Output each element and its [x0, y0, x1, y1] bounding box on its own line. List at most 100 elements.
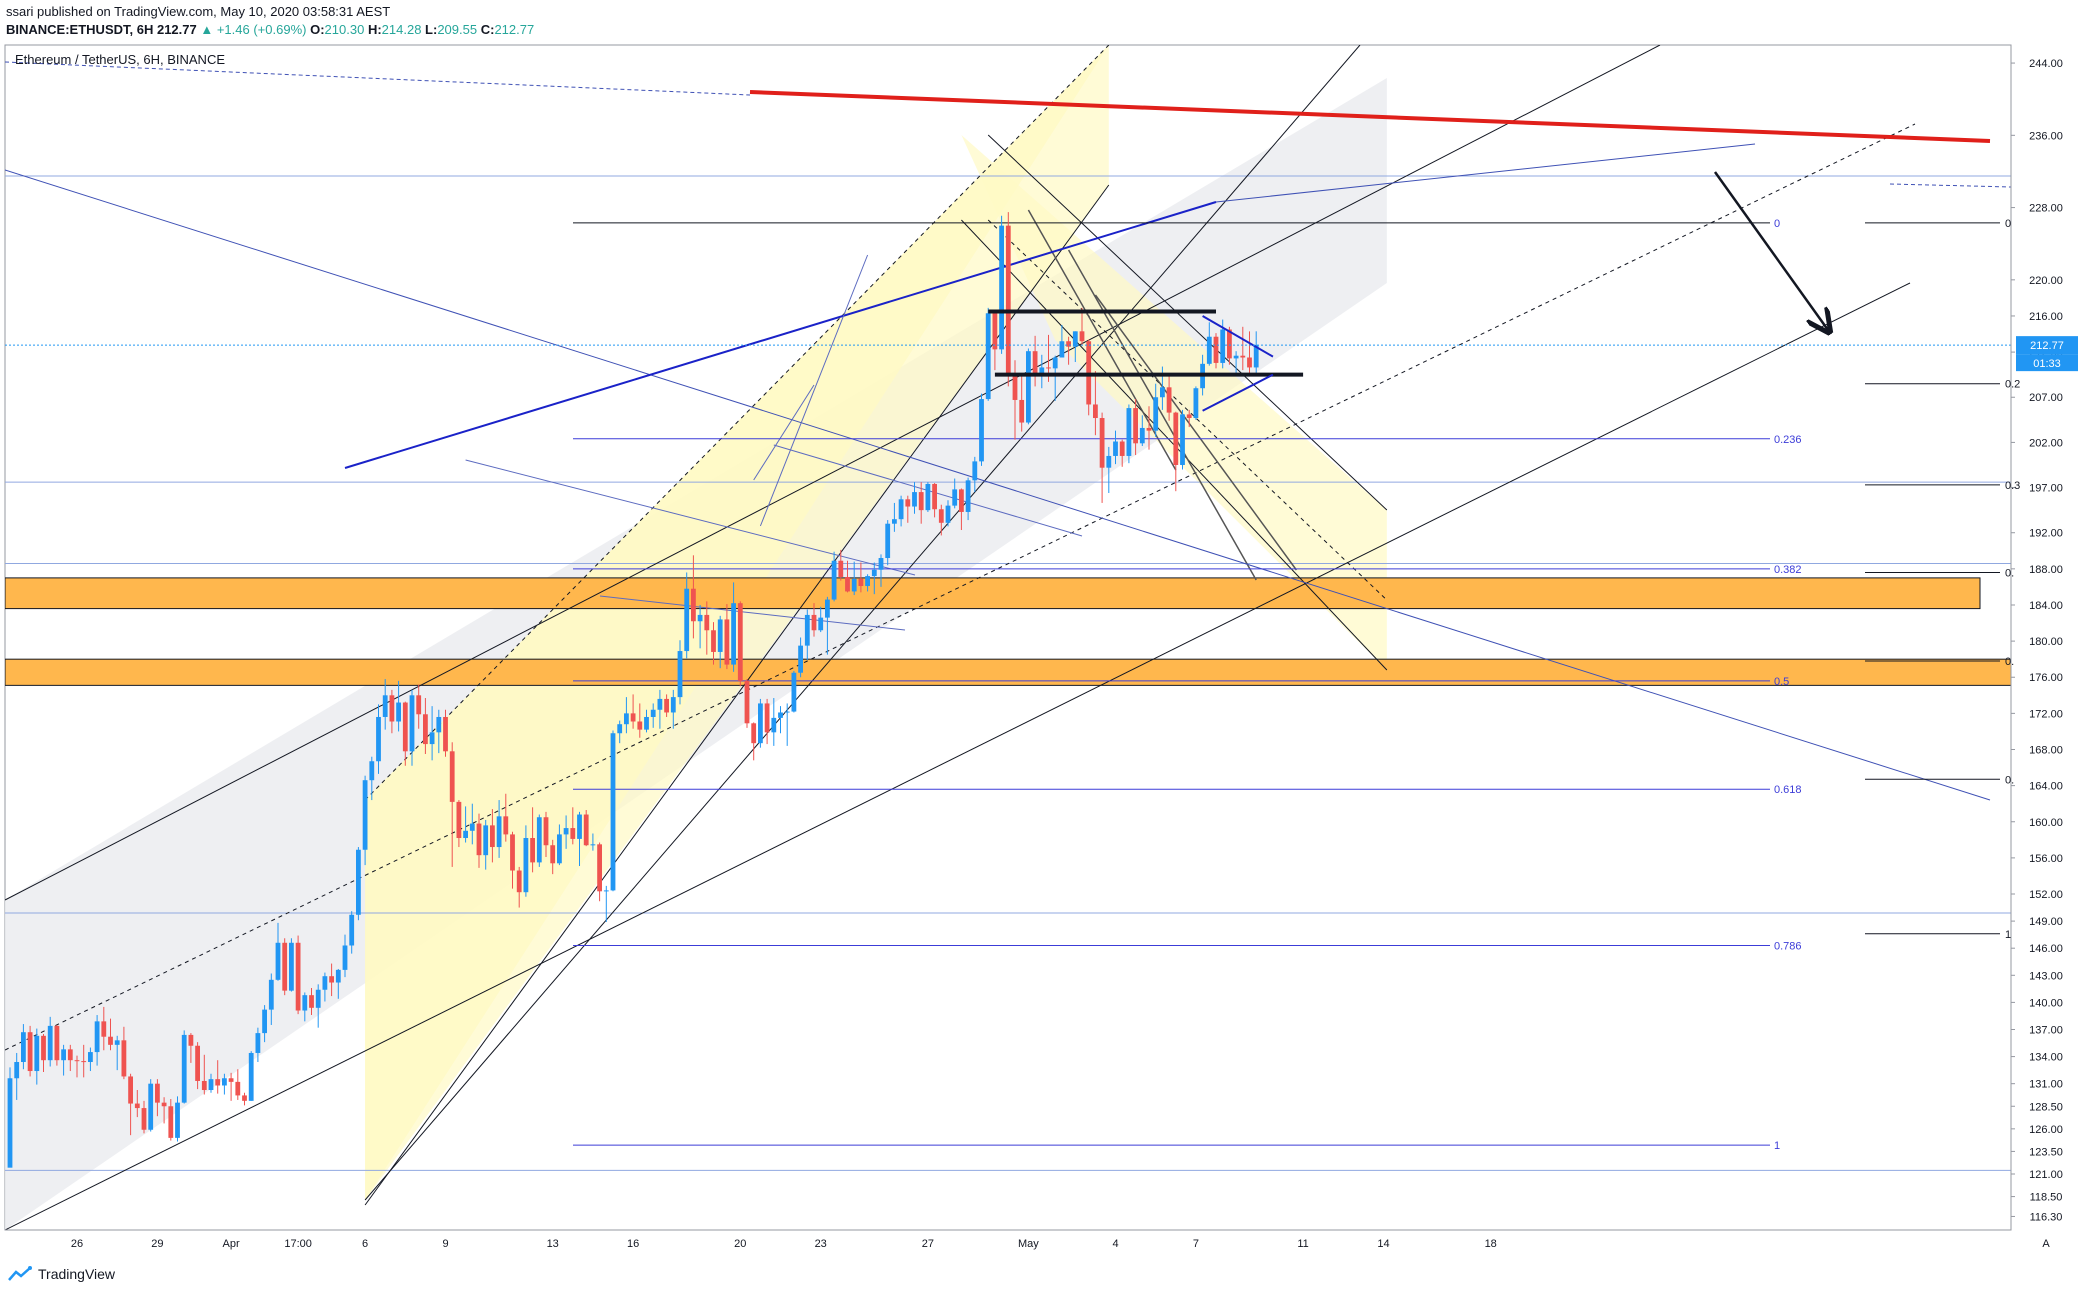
candle-body — [108, 1036, 113, 1045]
y-tick-label: 121.00 — [2029, 1169, 2063, 1181]
candle-body — [871, 569, 877, 577]
candle-body — [557, 834, 562, 864]
candle-body — [1220, 329, 1226, 363]
candle-body — [41, 1035, 46, 1061]
candle-body — [731, 603, 736, 665]
candle-body — [959, 489, 964, 512]
candle-body — [932, 483, 937, 510]
y-tick-label: 220.00 — [2029, 275, 2063, 287]
time-axis[interactable]: 26 29 Apr 17:00 6 9 13 16 20 23 27 May 4 7 11 14 18 A — [5, 1229, 2050, 1250]
chart-title: Ethereum / TetherUS, 6H, BINANCE — [15, 52, 225, 67]
y-tick-label: 118.50 — [2030, 1192, 2063, 1204]
candle-body — [697, 614, 703, 622]
channel-median — [5, 123, 1916, 1051]
candle-body — [1052, 357, 1058, 369]
x-tick-label: 6 — [362, 1238, 368, 1250]
candle-body — [764, 703, 770, 733]
x-tick-label: 20 — [734, 1238, 746, 1250]
rising-wedge-upper-ext — [1215, 143, 1756, 203]
channel-upper — [5, 45, 1661, 901]
candle-body — [389, 695, 395, 722]
candle-body — [81, 1061, 87, 1063]
candle-body — [322, 976, 328, 990]
candle-body — [1106, 455, 1112, 468]
candle-body — [1019, 399, 1025, 423]
candle-body — [155, 1083, 160, 1103]
y-tick-label: 149.00 — [2029, 916, 2063, 928]
candle-body — [818, 617, 824, 631]
tradingview-logo[interactable]: TradingView — [8, 1266, 115, 1282]
candle-body — [965, 480, 971, 512]
candle-body — [483, 825, 489, 856]
steep-channel-right — [364, 184, 1110, 1206]
candle-body — [1233, 355, 1239, 359]
right-fib-label-3: 0. — [2005, 567, 2014, 579]
y-tick-label: 168.00 — [2029, 744, 2063, 756]
candle-body — [443, 716, 448, 752]
pennant-bottom — [1202, 373, 1274, 412]
candle-body — [181, 1034, 187, 1103]
pennant-top — [1202, 315, 1274, 358]
candle-body — [778, 712, 783, 718]
x-tick-label: 14 — [1377, 1238, 1389, 1250]
channel-lower — [5, 282, 1911, 1230]
auto-scale-button: A — [2042, 1238, 2050, 1250]
right-fib-label-5: 0. — [2005, 774, 2014, 786]
x-tick-label: 18 — [1485, 1238, 1497, 1250]
candle-body — [536, 817, 542, 863]
y-tick-label: 176.00 — [2029, 672, 2063, 684]
y-tick-label: 192.00 — [2029, 528, 2063, 540]
candle-body — [1139, 427, 1145, 444]
spike-line-3 — [753, 384, 815, 481]
right-fib-label-2: 0.3 — [2005, 480, 2020, 492]
candle-body — [724, 619, 730, 665]
candle-body — [201, 1080, 207, 1091]
candle-body — [1072, 331, 1078, 347]
candle-body — [771, 717, 777, 733]
chart-header: ssari published on TradingView.com, May … — [0, 0, 2081, 42]
fib-label-0: 0 — [1774, 218, 1780, 230]
candle-body — [54, 1025, 60, 1061]
candle-body — [1066, 341, 1071, 347]
candle-body — [865, 576, 870, 587]
candle-body — [1186, 414, 1192, 419]
candle-body — [429, 732, 435, 745]
candle-body — [476, 823, 482, 856]
candle-body — [1046, 367, 1051, 369]
x-tick-label: 23 — [815, 1238, 827, 1250]
candle-body — [1173, 412, 1179, 465]
y-tick-label: 236.00 — [2029, 130, 2063, 142]
last-price-text: 212.77 — [156, 22, 197, 37]
price-chart[interactable]: Ethereum / TetherUS, 6H, BINANCE 244.00 2… — [0, 40, 2081, 1262]
y-tick-label: 156.00 — [2029, 853, 2063, 865]
candle-body — [905, 499, 911, 507]
y-tick-label: 180.00 — [2029, 636, 2063, 648]
dashed-trendline — [5, 61, 751, 96]
candle-body — [577, 814, 582, 839]
price-axis[interactable]: 244.00236.00228.00220.00216.00212.00207.… — [2010, 45, 2063, 1230]
candle-body — [985, 313, 991, 400]
candle-body — [851, 578, 857, 592]
candle-body — [791, 672, 797, 712]
fib-label-0.382: 0.382 — [1774, 564, 1802, 576]
candle-body — [838, 560, 844, 577]
candle-body — [503, 816, 509, 835]
open-value: 210.30 — [324, 22, 365, 37]
candle-body — [382, 695, 388, 717]
y-tick-label: 126.00 — [2029, 1124, 2063, 1136]
candle-body — [94, 1021, 100, 1053]
candle-body — [242, 1095, 247, 1101]
fib-label-0.618: 0.618 — [1774, 784, 1802, 796]
candle-body — [255, 1033, 261, 1053]
candle-body — [47, 1025, 53, 1061]
y-tick-label: 131.00 — [2029, 1079, 2063, 1091]
candle-body — [396, 702, 401, 722]
candle-body — [1166, 387, 1172, 413]
candle-body — [624, 713, 629, 725]
candle-body — [630, 713, 636, 722]
fib-label-0.786: 0.786 — [1774, 940, 1802, 952]
y-tick-label: 152.00 — [2029, 889, 2063, 901]
y-tick-label: 160.00 — [2029, 817, 2063, 829]
candle-body — [74, 1060, 80, 1062]
x-tick-label: 9 — [442, 1238, 448, 1250]
